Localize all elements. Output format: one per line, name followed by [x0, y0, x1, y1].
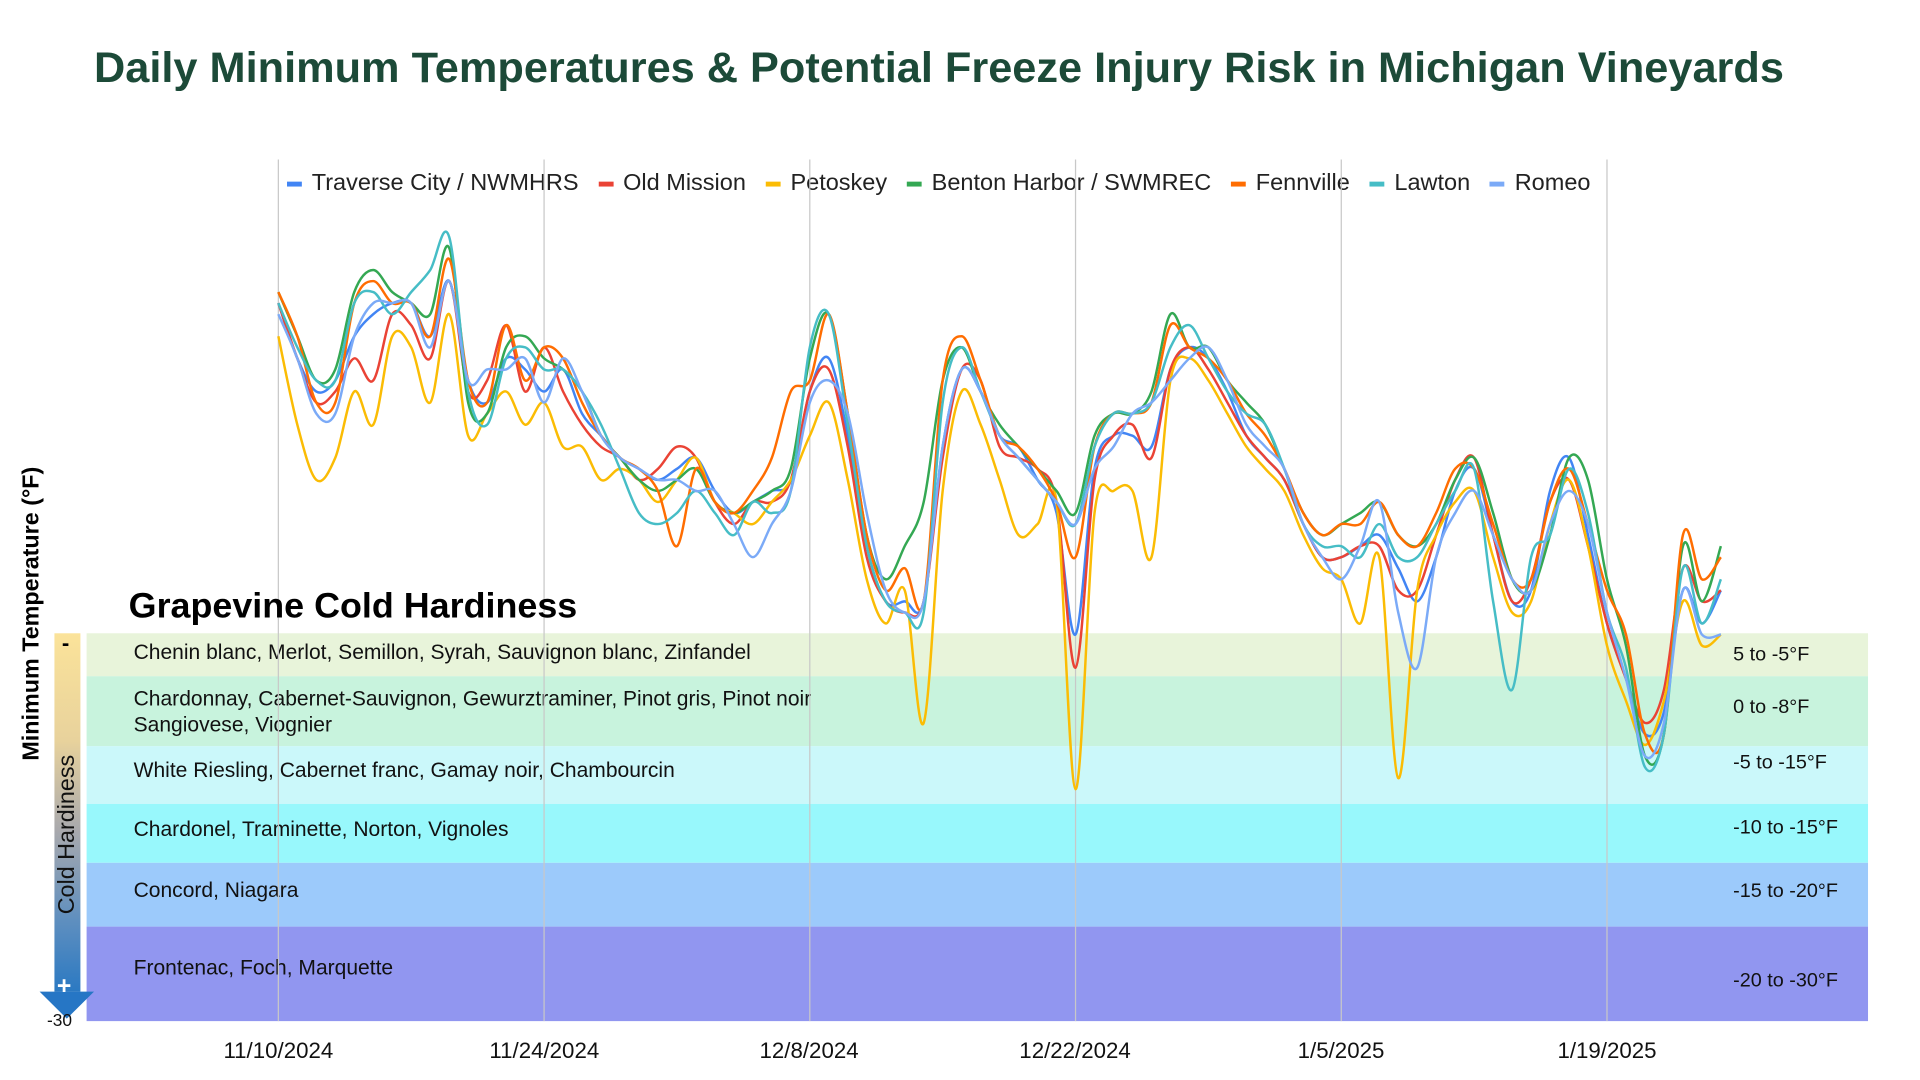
- band-varieties: Chenin blanc, Merlot, Semillon, Syrah, S…: [133, 640, 751, 664]
- legend-item: Petoskey: [765, 170, 888, 198]
- legend-swatch: [765, 181, 781, 187]
- legend-label: Traverse City / NWMHRS: [311, 170, 579, 197]
- hardiness-band: White Riesling, Cabernet franc, Gamay no…: [86, 746, 1869, 804]
- x-tick-label: 12/8/2024: [759, 1038, 859, 1063]
- legend: Traverse City / NWMHRS Old Mission Petos…: [287, 171, 1590, 198]
- chart-title: Daily Minimum Temperatures & Potential F…: [94, 44, 1784, 93]
- series-line-old-mission: [277, 279, 1722, 725]
- legend-swatch: [1489, 181, 1505, 187]
- legend-swatch: [1369, 181, 1385, 187]
- hardiness-scale-label: Cold Hardiness: [54, 754, 81, 915]
- band-range: -15 to -20°F: [1733, 881, 1838, 903]
- legend-swatch: [598, 181, 614, 187]
- hardiness-band: Chenin blanc, Merlot, Semillon, Syrah, S…: [86, 633, 1869, 677]
- band-range: 0 to -8°F: [1733, 697, 1810, 718]
- legend-label: Fennville: [1255, 170, 1350, 197]
- legend-item: Benton Harbor / SWMREC: [906, 170, 1212, 198]
- legend-item: Traverse City / NWMHRS: [287, 171, 579, 198]
- band-varieties: Concord, Niagara: [133, 878, 299, 903]
- hardiness-scale-bar: [54, 633, 81, 992]
- series-line-romeo: [277, 279, 1722, 760]
- hardiness-band: Chardonnay, Cabernet-Sauvignon, Gewurztr…: [86, 676, 1869, 747]
- x-tick-label: 11/24/2024: [489, 1038, 600, 1063]
- legend-label: Romeo: [1514, 170, 1591, 197]
- band-range: -20 to -30°F: [1733, 970, 1838, 992]
- hardiness-band: Frontenac, Foch, Marquette -20 to -30°F: [86, 926, 1869, 1022]
- legend-swatch: [287, 181, 302, 187]
- band-varieties: Chardonnay, Cabernet-Sauvignon, Gewurztr…: [133, 687, 812, 711]
- legend-label: Petoskey: [790, 170, 888, 197]
- x-tick-label: 1/5/2025: [1297, 1038, 1385, 1063]
- series-line-petoskey: [277, 312, 1722, 791]
- series-line-lawton: [277, 230, 1723, 773]
- y-axis-title: Minimum Temperature (°F): [18, 466, 45, 761]
- scale-more-hardy-mark: +: [56, 973, 72, 1001]
- hardiness-title: Grapevine Cold Hardiness: [128, 586, 578, 626]
- legend-item: Fennville: [1231, 171, 1350, 198]
- x-tick-label: 11/10/2024: [223, 1038, 334, 1063]
- band-range: -10 to -15°F: [1733, 817, 1838, 839]
- legend-label: Lawton: [1394, 170, 1471, 197]
- band-varieties: Frontenac, Foch, Marquette: [133, 956, 394, 980]
- legend-item: Romeo: [1489, 170, 1591, 198]
- legend-swatch: [1231, 181, 1246, 187]
- legend-label: Old Mission: [623, 170, 746, 197]
- x-tick-label: 12/22/2024: [1019, 1038, 1131, 1063]
- band-range: -5 to -15°F: [1733, 752, 1827, 774]
- legend-label: Benton Harbor / SWMREC: [931, 170, 1212, 197]
- hardiness-band: Chardonel, Traminette, Norton, Vignoles …: [86, 803, 1869, 863]
- series-line-fennville: [277, 257, 1722, 755]
- band-varieties: Chardonel, Traminette, Norton, Vignoles: [133, 817, 509, 841]
- band-varieties: White Riesling, Cabernet franc, Gamay no…: [133, 758, 675, 782]
- legend-swatch: [906, 181, 922, 187]
- y-tick-label: -30: [47, 1010, 73, 1030]
- legend-item: Old Mission: [598, 171, 746, 198]
- scale-less-hardy-mark: -: [61, 630, 70, 656]
- arrow-down-icon: [39, 991, 95, 1019]
- x-tick-label: 1/19/2025: [1557, 1038, 1657, 1063]
- hardiness-band: Concord, Niagara -15 to -20°F: [86, 862, 1869, 927]
- hardiness-bands: Chenin blanc, Merlot, Semillon, Syrah, S…: [86, 633, 1869, 1022]
- series-line-benton-harbor-swmrec: [277, 244, 1723, 766]
- legend-item: Lawton: [1369, 170, 1471, 198]
- band-varieties-cont: Sangiovese, Viognier: [133, 713, 332, 737]
- band-range: 5 to -5°F: [1733, 644, 1810, 666]
